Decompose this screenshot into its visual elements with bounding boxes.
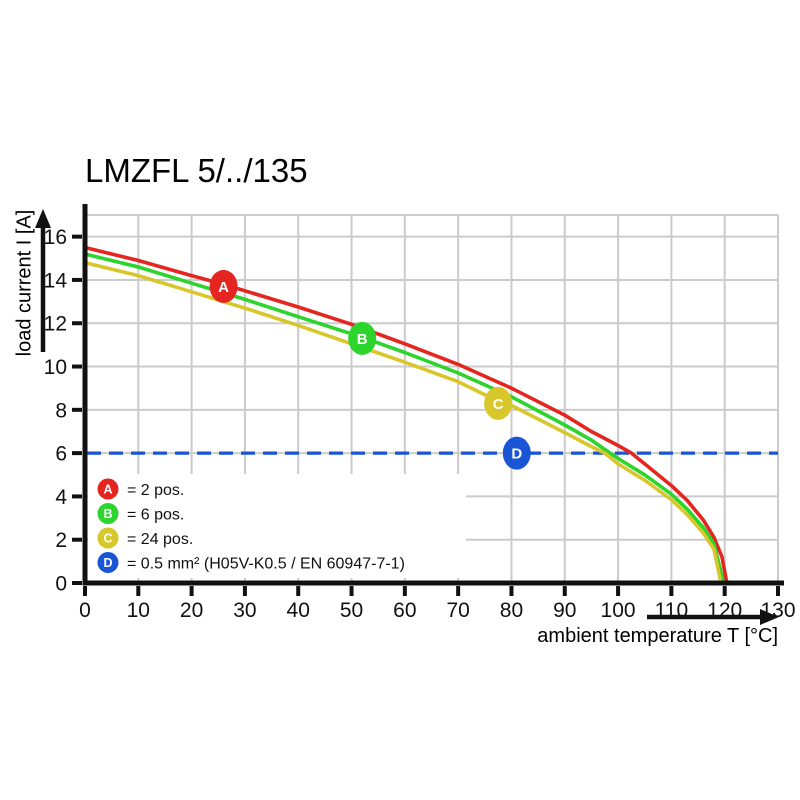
y-tick-label: 10 — [44, 356, 67, 379]
y-tick-label: 8 — [55, 399, 67, 422]
marker-B: B — [348, 321, 377, 355]
chart-title: LMZFL 5/../135 — [85, 152, 308, 189]
y-tick-label: 14 — [44, 269, 68, 292]
y-axis-arrow-head-icon — [35, 209, 51, 228]
marker-A: A — [209, 269, 238, 303]
x-tick-label: 30 — [233, 599, 256, 622]
marker-B-circle-icon — [348, 321, 377, 355]
legend-item-C: C = 24 pos. — [97, 527, 193, 549]
x-tick-label: 20 — [180, 599, 203, 622]
legend-circle-icon — [97, 478, 119, 500]
y-tick-label: 6 — [55, 443, 67, 466]
curve-24pos — [83, 260, 723, 585]
legend-circle-icon — [97, 503, 119, 524]
legend-label: = 6 pos. — [127, 507, 184, 524]
marker-C-circle-icon — [484, 386, 513, 420]
x-tick-label: 0 — [79, 599, 91, 622]
legend-background — [88, 474, 466, 578]
marker-A-letter: A — [218, 279, 229, 296]
marker-A-circle-icon — [209, 269, 238, 303]
legend-label: = 0.5 mm² (H05V-K0.5 / EN 60947-7-1) — [127, 556, 405, 573]
marker-D-circle-icon — [502, 436, 531, 470]
y-tick-label: 2 — [55, 529, 67, 552]
x-axis-label: ambient temperature T [°C] — [537, 625, 778, 647]
x-tick-label: 10 — [127, 599, 150, 622]
legend-letter: D — [103, 556, 112, 570]
y-axis-label: load current I [A] — [13, 209, 36, 357]
x-tick-label: 90 — [553, 599, 576, 622]
legend-letter: C — [103, 532, 112, 546]
marker-C: C — [484, 386, 513, 420]
marker-D: D — [502, 436, 531, 470]
x-tick-label: 100 — [601, 599, 636, 622]
legend-letter: B — [103, 507, 112, 521]
x-tick-label: 40 — [287, 599, 310, 622]
y-tick-label: 4 — [55, 486, 67, 509]
y-tick-label: 12 — [44, 313, 67, 336]
marker-B-letter: B — [357, 331, 368, 348]
curve-6pos — [83, 252, 726, 585]
marker-C-letter: C — [493, 396, 504, 413]
marker-D-letter: D — [511, 446, 522, 463]
legend-circle-icon — [97, 552, 119, 573]
x-axis-arrow-head-icon — [760, 609, 779, 625]
x-tick-label: 60 — [393, 599, 416, 622]
legend-label: = 2 pos. — [127, 482, 184, 499]
x-tick-label: 50 — [340, 599, 363, 622]
legend-label: = 24 pos. — [127, 531, 193, 548]
y-tick-label: 0 — [55, 573, 67, 596]
x-tick-label: 70 — [446, 599, 469, 622]
legend-item-D: D = 0.5 mm² (H05V-K0.5 / EN 60947-7-1) — [97, 552, 405, 573]
legend-letter: A — [103, 483, 112, 497]
x-tick-label: 80 — [500, 599, 523, 622]
legend-circle-icon — [97, 527, 119, 549]
legend-item-B: B = 6 pos. — [97, 503, 184, 524]
y-tick-label: 16 — [44, 226, 67, 249]
legend-item-A: A = 2 pos. — [97, 478, 184, 500]
